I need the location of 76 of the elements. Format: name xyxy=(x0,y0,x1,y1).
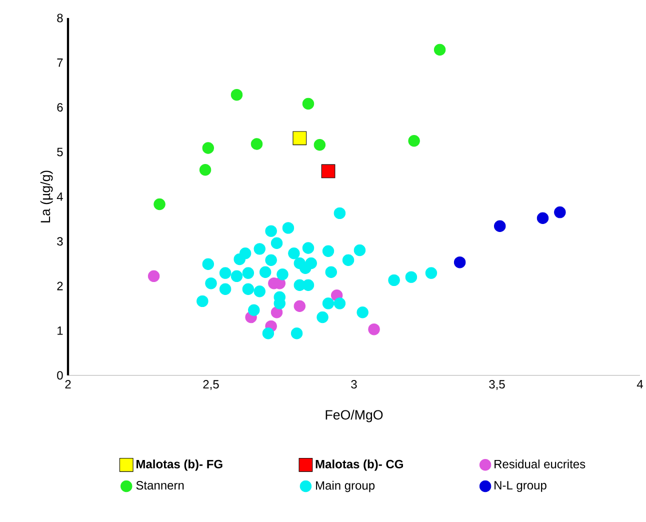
point xyxy=(305,257,317,270)
point xyxy=(254,285,266,298)
point xyxy=(408,134,420,147)
point xyxy=(356,306,368,318)
legend-label: N-L group xyxy=(494,481,546,492)
point xyxy=(270,237,283,249)
point xyxy=(554,206,566,218)
y-tick-label: 6 xyxy=(57,103,63,112)
point xyxy=(292,131,307,146)
y-tick-label: 4 xyxy=(56,192,63,201)
point xyxy=(316,311,328,324)
point xyxy=(148,270,160,282)
point xyxy=(334,207,346,220)
point xyxy=(314,138,326,151)
point xyxy=(325,266,337,278)
y-tick-label: 0 xyxy=(57,371,63,380)
legend-label: Residual eucrites xyxy=(494,460,586,468)
legend-label: Stannern xyxy=(136,481,184,490)
point xyxy=(294,300,306,312)
y-tick-label: 5 xyxy=(57,148,63,156)
legend-label: Malotas (b)- FG xyxy=(136,460,222,471)
point xyxy=(334,298,346,310)
y-tick-label: 7 xyxy=(57,58,63,67)
point xyxy=(196,295,208,308)
point xyxy=(234,253,246,266)
point xyxy=(199,164,212,176)
point xyxy=(322,245,334,258)
point xyxy=(494,220,506,232)
point xyxy=(454,256,466,268)
point xyxy=(388,274,400,286)
point xyxy=(242,283,254,295)
point xyxy=(282,222,294,234)
point xyxy=(290,327,303,340)
point xyxy=(368,323,380,336)
point xyxy=(405,271,418,283)
x-tick-label: 4 xyxy=(636,380,643,388)
point xyxy=(202,142,214,154)
point xyxy=(265,254,277,266)
point xyxy=(321,164,336,178)
point xyxy=(248,304,260,316)
point xyxy=(434,44,446,56)
point xyxy=(154,198,166,210)
point xyxy=(322,298,334,310)
point xyxy=(205,277,217,290)
point xyxy=(302,242,314,254)
point xyxy=(294,257,306,270)
point xyxy=(242,267,254,279)
y-axis-title: La (µg/g) xyxy=(40,170,53,222)
point xyxy=(259,266,272,278)
point xyxy=(302,98,314,110)
point xyxy=(230,270,243,282)
point xyxy=(265,225,277,237)
point xyxy=(219,267,232,279)
legend-label: Main group xyxy=(316,480,375,492)
y-tick-label: 8 xyxy=(57,14,63,22)
x-tick-label: 2,5 xyxy=(203,380,219,390)
point xyxy=(536,212,549,224)
x-tick-label: 2 xyxy=(65,380,71,388)
point xyxy=(219,283,232,295)
x-tick-label: 3,5 xyxy=(489,380,505,390)
x-axis-title: FeO/MgO xyxy=(326,410,383,422)
y-tick-label: 1 xyxy=(58,326,63,335)
point xyxy=(202,258,214,270)
point xyxy=(262,327,274,340)
point xyxy=(425,267,438,279)
point xyxy=(254,243,266,255)
point xyxy=(288,248,300,260)
point xyxy=(276,268,288,280)
x-tick-label: 3 xyxy=(351,380,357,389)
y-tick-label: 2 xyxy=(57,282,63,290)
y-tick-label: 3 xyxy=(57,237,63,246)
point xyxy=(230,88,243,101)
legend-label: Malotas (b)- CG xyxy=(316,460,403,471)
point xyxy=(354,244,366,256)
point xyxy=(342,254,354,266)
point xyxy=(250,138,263,150)
